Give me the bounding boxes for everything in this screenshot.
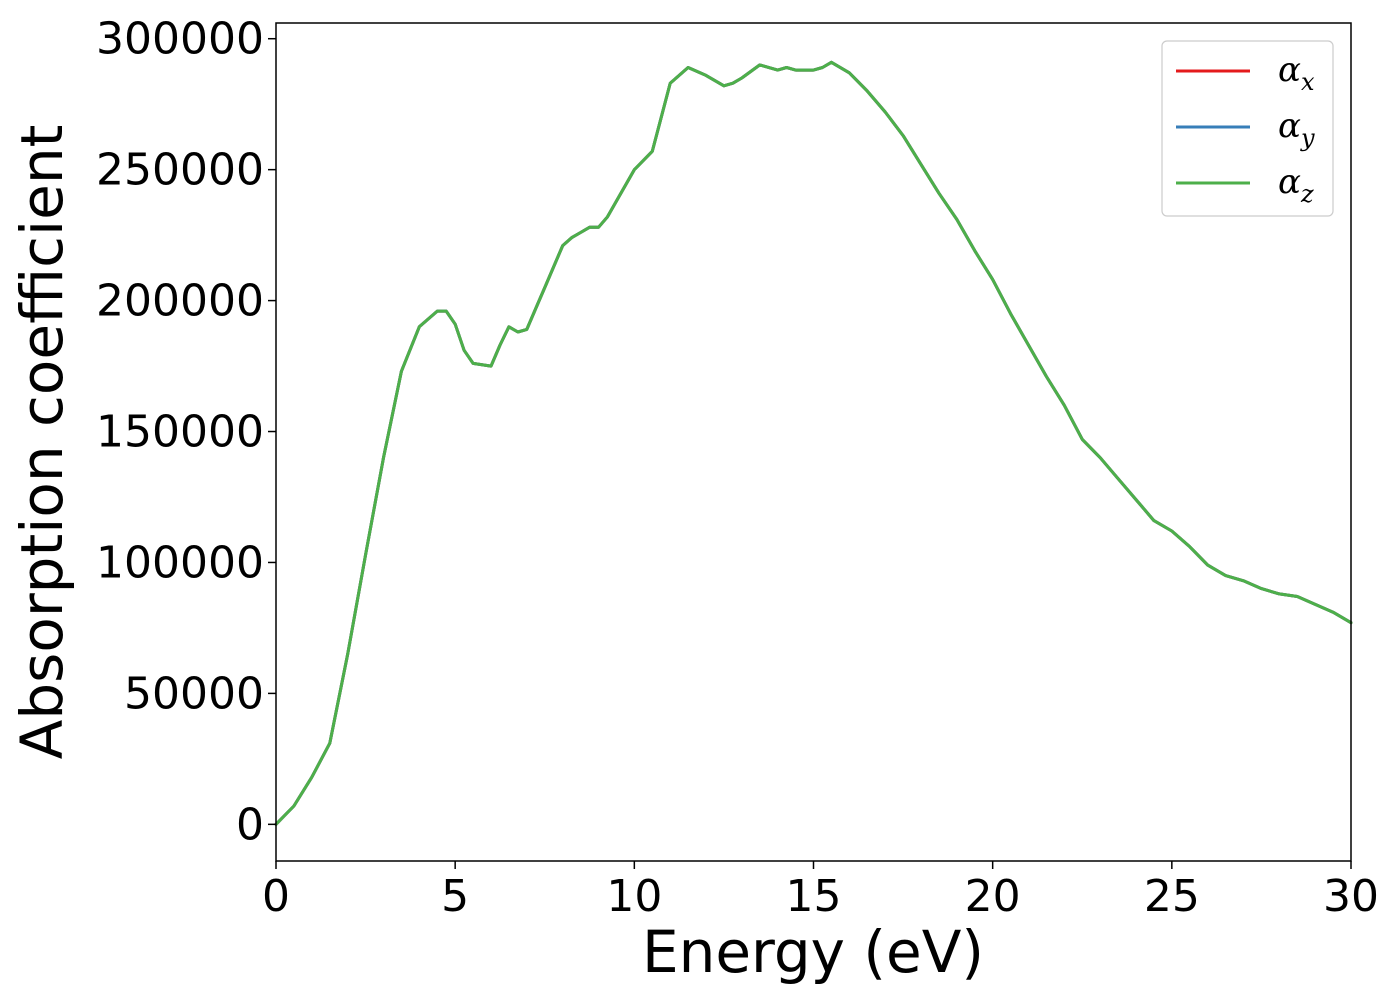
x-axis-ticks: 0 5 10 15 20 25 30 <box>262 861 1379 922</box>
series-layer <box>274 60 1353 826</box>
x-tick-label: 10 <box>606 871 662 922</box>
y-axis-ticks: 0 50000 100000 150000 200000 250000 300000 <box>96 14 276 850</box>
y-tick-label: 250000 <box>96 145 264 196</box>
legend-label-y: αy <box>1278 106 1315 152</box>
series-line-z <box>274 60 1353 826</box>
x-tick-label: 5 <box>441 871 469 922</box>
x-tick-label: 25 <box>1144 871 1200 922</box>
y-tick-label: 0 <box>236 799 264 850</box>
x-tick-label: 30 <box>1323 871 1379 922</box>
x-axis-label: Energy (eV) <box>642 918 984 986</box>
y-axis-label: Absorption coefficient <box>8 125 76 760</box>
x-tick-label: 20 <box>965 871 1021 922</box>
y-tick-label: 150000 <box>96 407 264 458</box>
y-tick-label: 300000 <box>96 14 264 65</box>
y-tick-label: 100000 <box>96 537 264 588</box>
x-tick-label: 15 <box>786 871 842 922</box>
y-tick-label: 200000 <box>96 276 264 327</box>
x-tick-label: 0 <box>262 871 290 922</box>
legend-label-x: αx <box>1278 50 1315 96</box>
y-tick-label: 50000 <box>124 668 264 719</box>
legend-label-z: αz <box>1278 162 1314 208</box>
legend: αx αy αz <box>1161 40 1334 217</box>
